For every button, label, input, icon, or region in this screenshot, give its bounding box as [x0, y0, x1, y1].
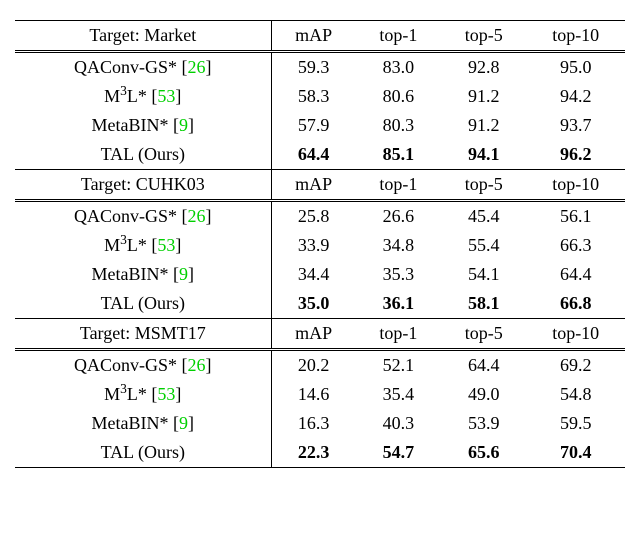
value-cell: 64.4 [271, 140, 356, 170]
value-cell: 26.6 [356, 201, 441, 232]
method-name: MetaBIN* [9] [15, 409, 271, 438]
value-cell: 34.8 [356, 231, 441, 260]
value-cell: 34.4 [271, 260, 356, 289]
value-cell: 70.4 [526, 438, 625, 468]
value-cell: 66.8 [526, 289, 625, 319]
value-cell: 53.9 [441, 409, 526, 438]
value-cell: 93.7 [526, 111, 625, 140]
value-cell: 64.4 [441, 350, 526, 381]
value-cell: 58.3 [271, 82, 356, 111]
value-cell: 22.3 [271, 438, 356, 468]
value-cell: 33.9 [271, 231, 356, 260]
value-cell: 91.2 [441, 111, 526, 140]
value-cell: 91.2 [441, 82, 526, 111]
value-cell: 92.8 [441, 52, 526, 83]
value-cell: 35.0 [271, 289, 356, 319]
value-cell: 94.1 [441, 140, 526, 170]
target-header: Target: MSMT17 [15, 319, 271, 350]
value-cell: 64.4 [526, 260, 625, 289]
value-cell: 65.6 [441, 438, 526, 468]
value-cell: 58.1 [441, 289, 526, 319]
method-name: MetaBIN* [9] [15, 260, 271, 289]
value-cell: 94.2 [526, 82, 625, 111]
value-cell: 52.1 [356, 350, 441, 381]
value-cell: 55.4 [441, 231, 526, 260]
value-cell: 54.7 [356, 438, 441, 468]
col-header: top-10 [526, 170, 625, 201]
value-cell: 80.6 [356, 82, 441, 111]
method-name: TAL (Ours) [15, 438, 271, 468]
target-header: Target: Market [15, 21, 271, 52]
method-name: TAL (Ours) [15, 289, 271, 319]
col-header: mAP [271, 319, 356, 350]
value-cell: 95.0 [526, 52, 625, 83]
method-name: QAConv-GS* [26] [15, 52, 271, 83]
col-header: top-10 [526, 319, 625, 350]
method-name: MetaBIN* [9] [15, 111, 271, 140]
value-cell: 14.6 [271, 380, 356, 409]
method-name: QAConv-GS* [26] [15, 350, 271, 381]
value-cell: 35.3 [356, 260, 441, 289]
value-cell: 36.1 [356, 289, 441, 319]
value-cell: 69.2 [526, 350, 625, 381]
value-cell: 45.4 [441, 201, 526, 232]
col-header: mAP [271, 21, 356, 52]
value-cell: 59.5 [526, 409, 625, 438]
value-cell: 20.2 [271, 350, 356, 381]
col-header: mAP [271, 170, 356, 201]
target-header: Target: CUHK03 [15, 170, 271, 201]
col-header: top-1 [356, 170, 441, 201]
value-cell: 25.8 [271, 201, 356, 232]
value-cell: 85.1 [356, 140, 441, 170]
value-cell: 59.3 [271, 52, 356, 83]
method-name: TAL (Ours) [15, 140, 271, 170]
col-header: top-1 [356, 21, 441, 52]
value-cell: 96.2 [526, 140, 625, 170]
value-cell: 66.3 [526, 231, 625, 260]
col-header: top-5 [441, 170, 526, 201]
col-header: top-10 [526, 21, 625, 52]
value-cell: 54.8 [526, 380, 625, 409]
method-name: M3L* [53] [15, 231, 271, 260]
value-cell: 83.0 [356, 52, 441, 83]
value-cell: 54.1 [441, 260, 526, 289]
col-header: top-5 [441, 21, 526, 52]
value-cell: 49.0 [441, 380, 526, 409]
value-cell: 80.3 [356, 111, 441, 140]
value-cell: 40.3 [356, 409, 441, 438]
results-table: Target: MarketmAPtop-1top-5top-10QAConv-… [15, 20, 625, 468]
method-name: M3L* [53] [15, 82, 271, 111]
method-name: M3L* [53] [15, 380, 271, 409]
value-cell: 16.3 [271, 409, 356, 438]
col-header: top-5 [441, 319, 526, 350]
value-cell: 56.1 [526, 201, 625, 232]
method-name: QAConv-GS* [26] [15, 201, 271, 232]
value-cell: 57.9 [271, 111, 356, 140]
col-header: top-1 [356, 319, 441, 350]
value-cell: 35.4 [356, 380, 441, 409]
